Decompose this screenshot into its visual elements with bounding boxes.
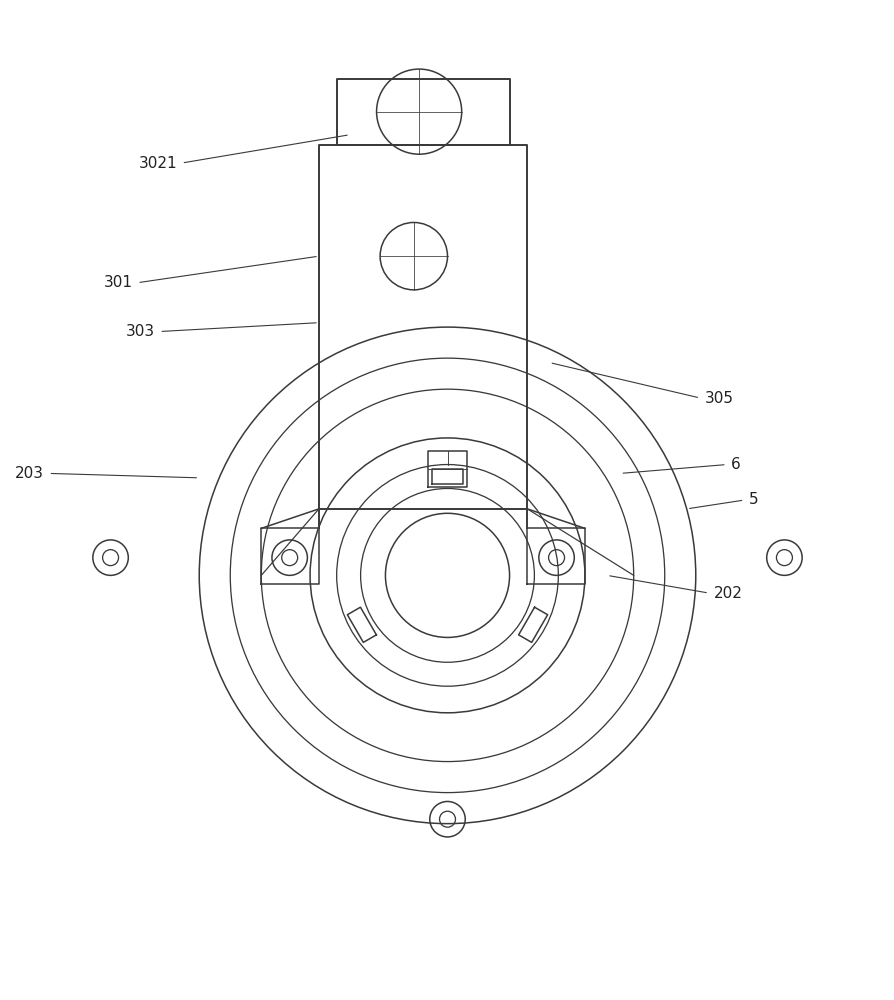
Text: 202: 202 <box>713 586 741 601</box>
Text: 305: 305 <box>704 391 733 406</box>
Text: 303: 303 <box>126 324 155 339</box>
Text: 5: 5 <box>748 492 758 508</box>
Text: 203: 203 <box>15 466 44 481</box>
Text: 301: 301 <box>104 275 132 290</box>
Text: 6: 6 <box>730 457 740 472</box>
Text: 3021: 3021 <box>139 156 177 171</box>
